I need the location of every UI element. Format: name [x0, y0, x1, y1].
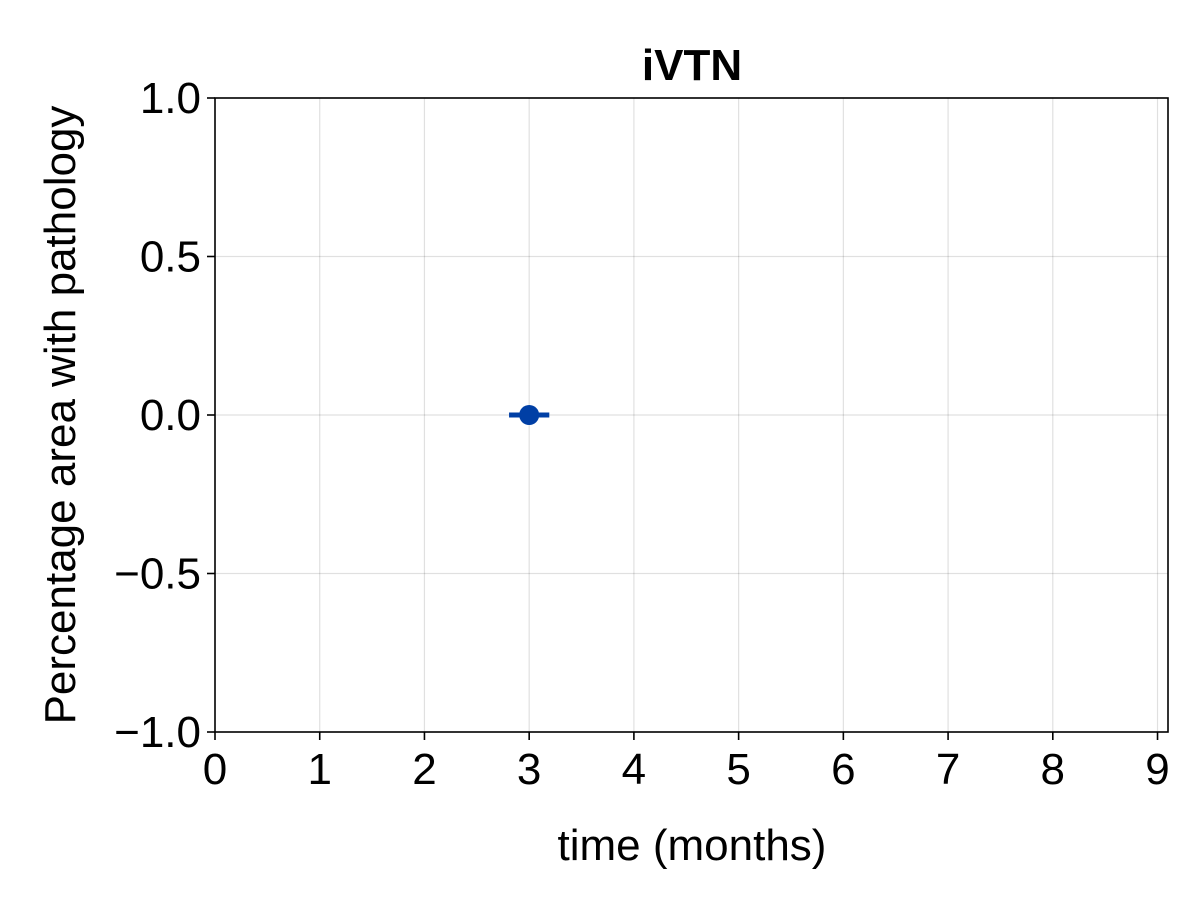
x-axis-label: time (months) — [558, 821, 827, 870]
data-layer — [509, 405, 550, 425]
y-tick-label: 0.0 — [140, 391, 201, 440]
x-tick-label: 8 — [1041, 745, 1065, 794]
data-point — [519, 405, 540, 425]
y-axis-label: Percentage area with pathology — [36, 106, 85, 725]
x-tick-label: 1 — [307, 745, 331, 794]
y-tick-label: 1.0 — [140, 74, 201, 123]
y-tick-label: −1.0 — [114, 708, 201, 757]
x-tick-label: 2 — [412, 745, 436, 794]
y-tick-label: −0.5 — [114, 550, 201, 599]
x-tick-label: 9 — [1145, 745, 1169, 794]
x-tick-label: 7 — [936, 745, 960, 794]
chart-title: iVTN — [642, 41, 742, 90]
y-tick-label: 0.5 — [140, 233, 201, 282]
x-tick-label: 0 — [203, 745, 227, 794]
ticks: 0 1 2 3 4 5 6 7 8 9 −1.0 −0.5 0.0 0.5 1.0 — [114, 74, 1170, 794]
x-tick-label: 5 — [726, 745, 750, 794]
x-tick-label: 3 — [517, 745, 541, 794]
x-tick-label: 4 — [622, 745, 646, 794]
x-tick-label: 6 — [831, 745, 855, 794]
